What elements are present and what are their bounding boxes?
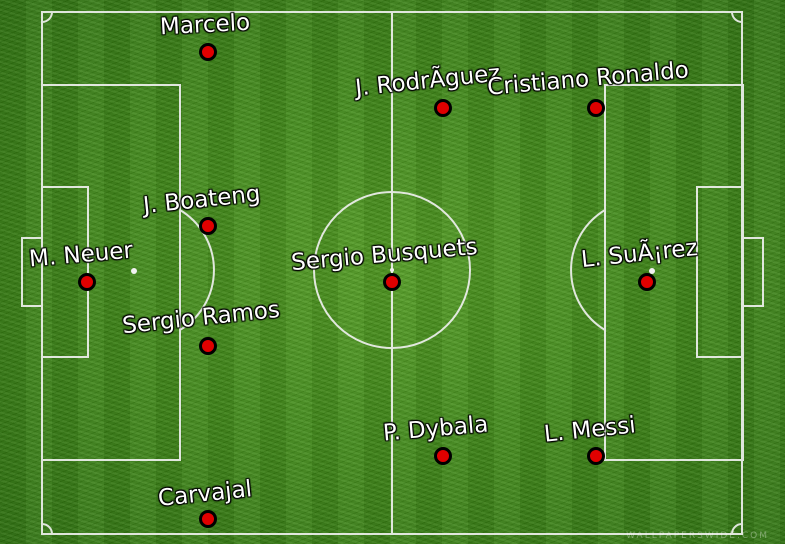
player-marker[interactable] <box>199 217 217 235</box>
corner-arc-br <box>731 523 743 535</box>
right-goal-area <box>696 186 744 358</box>
player-name: Marcelo <box>159 9 251 41</box>
center-spot <box>390 268 394 272</box>
player-marker[interactable] <box>199 43 217 61</box>
corner-arc-tr <box>731 11 743 23</box>
right-goal <box>742 237 764 307</box>
player-marker[interactable] <box>199 510 217 528</box>
right-penalty-spot <box>649 268 655 274</box>
left-goal <box>21 237 43 307</box>
watermark: WALLPAPERSWIDE.COM <box>626 531 769 541</box>
left-goal-area <box>41 186 89 358</box>
player-marker[interactable] <box>587 99 605 117</box>
right-penalty-arc <box>570 209 606 331</box>
left-penalty-arc <box>179 209 215 331</box>
right-penalty-area <box>604 84 744 461</box>
player-marker[interactable] <box>383 273 401 291</box>
player-marker[interactable] <box>638 273 656 291</box>
player-marker[interactable] <box>434 447 452 465</box>
player-marker[interactable] <box>199 337 217 355</box>
corner-arc-bl <box>41 523 53 535</box>
center-circle <box>313 191 471 349</box>
corner-arc-tl <box>41 11 53 23</box>
player-marker[interactable] <box>78 273 96 291</box>
player-marker[interactable] <box>434 99 452 117</box>
left-penalty-spot <box>131 268 137 274</box>
left-penalty-area <box>41 84 181 461</box>
player-marker[interactable] <box>587 447 605 465</box>
